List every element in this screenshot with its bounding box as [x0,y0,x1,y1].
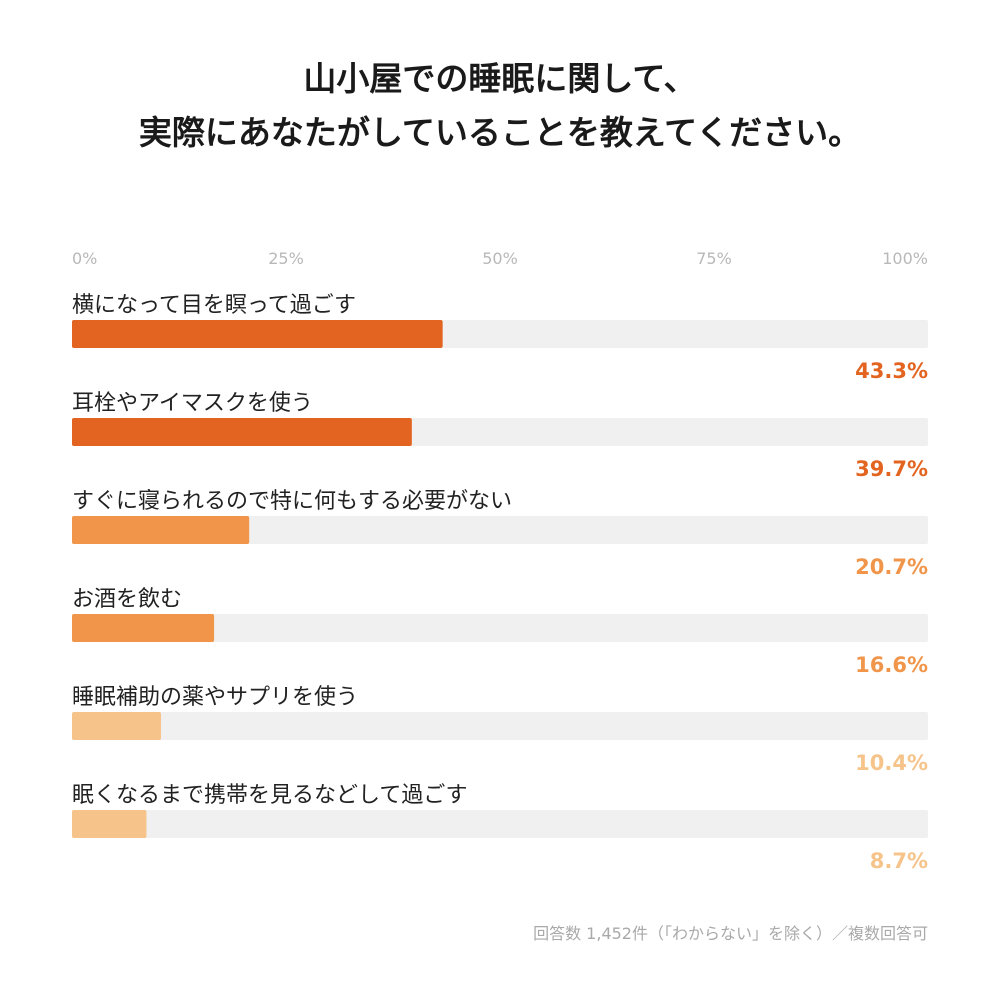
bar-track [72,712,928,740]
value-label: 20.7% [855,555,928,579]
x-tick-label: 75% [696,249,732,268]
category-label: 睡眠補助の薬やサプリを使う [72,685,358,710]
chart-title-line-1: 山小屋での睡眠に関して、 [303,59,697,98]
category-label: 眠くなるまで携帯を見るなどして過ごす [72,783,468,808]
bar [72,712,162,740]
bar [72,810,147,838]
category-label: 耳栓やアイマスクを使う [72,391,313,416]
value-label: 8.7% [870,849,928,873]
x-tick-label: 25% [268,249,304,268]
category-label: すぐに寝られるので特に何もする必要がない [72,489,512,514]
bar-track [72,810,928,838]
x-tick-label: 100% [882,249,928,268]
value-label: 39.7% [855,457,928,481]
bar-track [72,614,928,642]
bar [72,418,412,446]
value-label: 10.4% [855,751,928,775]
chart-title: 山小屋での睡眠に関して、 実際にあなたがしていることを教えてください。 [0,52,1000,160]
value-label: 43.3% [855,359,928,383]
bar [72,516,250,544]
bar [72,320,443,348]
response-count-note: 回答数 1,452件（「わからない」を除く）／複数回答可 [533,924,928,943]
value-label: 16.6% [855,653,928,677]
chart-title-line-2: 実際にあなたがしていることを教えてください。 [138,113,862,152]
x-tick-label: 0% [72,249,97,268]
bar [72,614,215,642]
category-label: お酒を飲む [72,587,182,612]
x-tick-label: 50% [482,249,518,268]
bar-track [72,516,928,544]
category-label: 横になって目を瞑って過ごす [72,293,356,318]
